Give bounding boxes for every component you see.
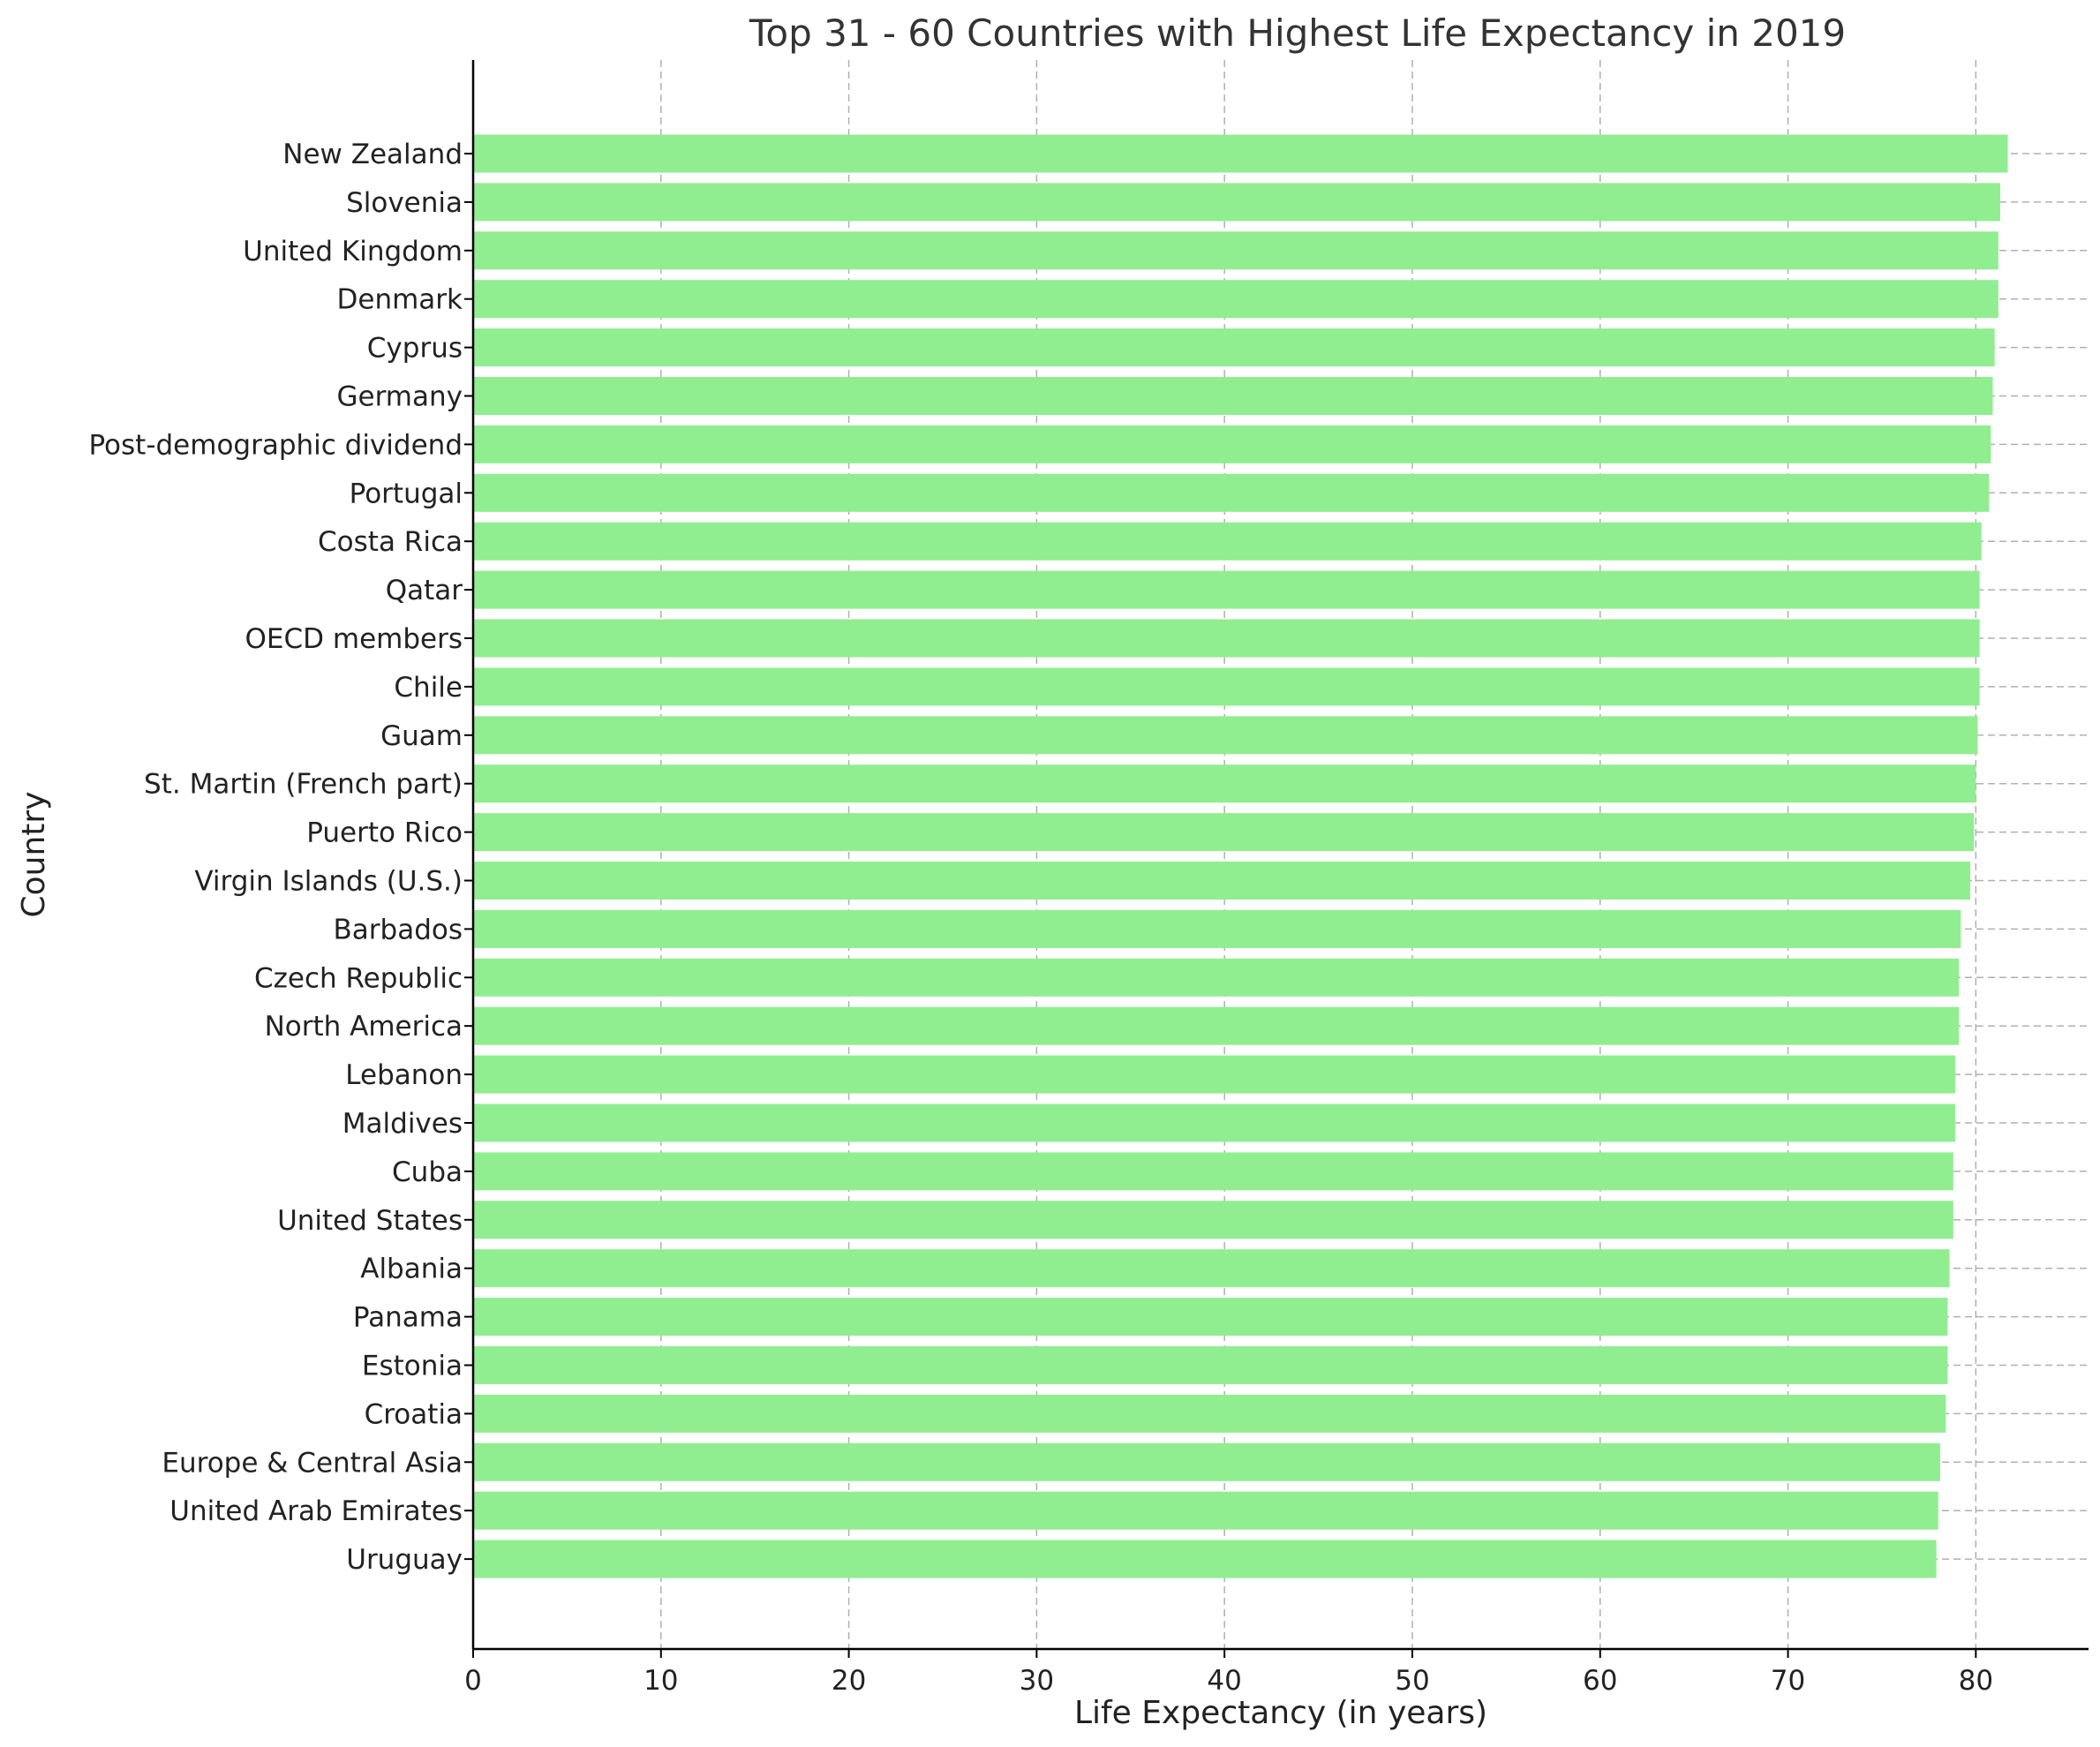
bar [473, 1006, 1960, 1045]
category-label: Chile [394, 672, 463, 704]
bar [473, 1298, 1948, 1337]
bar [473, 813, 1975, 852]
bar [473, 1152, 1953, 1191]
category-label: Virgin Islands (U.S.) [194, 866, 463, 898]
category-label: OECD members [245, 623, 463, 655]
x-tick-layer: 0 10 20 30 40 50 60 70 80 [464, 1649, 1993, 1697]
category-label: Germany [337, 381, 463, 413]
category-label: Cyprus [367, 333, 463, 365]
bar [473, 716, 1978, 755]
x-tick-label: 80 [1959, 1665, 1993, 1697]
x-axis-title: Life Expectancy (in years) [1074, 1695, 1487, 1731]
bar [473, 1394, 1946, 1433]
y-tick-layer: New Zealand Slovenia United Kingdom Denmark… [88, 139, 473, 1576]
bar [473, 667, 1980, 706]
category-label: Puerto Rico [306, 817, 463, 849]
category-label: Slovenia [346, 187, 463, 219]
category-label: Cuba [392, 1156, 463, 1188]
bars-layer [473, 134, 2008, 1578]
bar [473, 1491, 1938, 1530]
category-label: Europe & Central Asia [162, 1447, 463, 1479]
bar [473, 619, 1980, 658]
category-label: Czech Republic [254, 962, 463, 994]
bar [473, 328, 1995, 367]
category-label: Qatar [386, 575, 463, 606]
category-label: Barbados [334, 914, 463, 945]
category-label: Albania [360, 1254, 463, 1285]
x-tick-label: 0 [464, 1665, 482, 1697]
x-tick-label: 30 [1020, 1665, 1054, 1697]
category-label: United Arab Emirates [169, 1495, 463, 1527]
category-label: Post-demographic dividend [88, 429, 463, 461]
bar [473, 1103, 1955, 1142]
bar [473, 377, 1993, 415]
category-label: Croatia [365, 1398, 463, 1430]
category-label: North America [265, 1011, 463, 1043]
category-label: Estonia [362, 1351, 463, 1382]
bar [473, 134, 2008, 173]
category-label: New Zealand [282, 139, 463, 170]
category-label: Panama [353, 1302, 463, 1334]
bar [473, 764, 1976, 803]
category-label: Denmark [337, 284, 463, 316]
bar [473, 473, 1990, 512]
x-tick-label: 60 [1583, 1665, 1617, 1697]
category-label: Maldives [342, 1108, 463, 1140]
category-label: Guam [380, 720, 463, 752]
bar [473, 1055, 1955, 1094]
bar [473, 280, 1998, 319]
bar [473, 958, 1960, 997]
bar [473, 1346, 1948, 1384]
category-label: United States [277, 1205, 463, 1237]
bar [473, 1249, 1950, 1288]
chart-title: Top 31 - 60 Countries with Highest Life … [749, 11, 1846, 55]
bar [473, 862, 1970, 900]
x-tick-label: 70 [1771, 1665, 1805, 1697]
x-tick-label: 40 [1207, 1665, 1241, 1697]
bar [473, 1201, 1953, 1239]
y-axis-title: Country [16, 791, 52, 917]
category-label: Lebanon [345, 1059, 463, 1091]
bar [473, 570, 1980, 609]
x-tick-label: 20 [832, 1665, 866, 1697]
bar [473, 183, 2000, 222]
x-tick-label: 10 [644, 1665, 678, 1697]
bar [473, 1540, 1937, 1578]
category-label: Costa Rica [318, 526, 463, 558]
category-label: Portugal [350, 478, 463, 509]
category-label: St. Martin (French part) [144, 769, 463, 801]
bar [473, 231, 1998, 270]
bar [473, 522, 1982, 561]
bar [473, 425, 1991, 463]
x-tick-label: 50 [1395, 1665, 1429, 1697]
bar [473, 1442, 1940, 1481]
category-label: Uruguay [346, 1544, 463, 1576]
category-label: United Kingdom [243, 236, 463, 267]
bar [473, 909, 1961, 948]
